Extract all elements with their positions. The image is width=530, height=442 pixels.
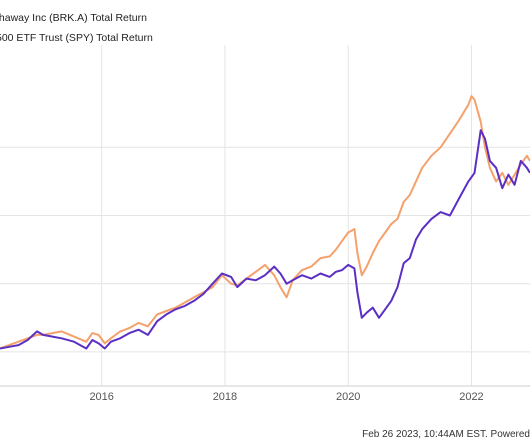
legend-label-brk: thaway Inc (BRK.A) Total Return (0, 12, 147, 24)
x-tick-label: 2018 (213, 391, 237, 403)
gridlines (0, 45, 530, 386)
legend-label-spy: 500 ETF Trust (SPY) Total Return (0, 32, 153, 44)
series-line-brk (0, 129, 530, 350)
x-tick-label: 2022 (459, 391, 483, 403)
legend: thaway Inc (BRK.A) Total Return 500 ETF … (0, 8, 153, 48)
series-lines (0, 95, 530, 350)
legend-item-spy: 500 ETF Trust (SPY) Total Return (0, 28, 153, 48)
x-tick-label: 2016 (89, 391, 113, 403)
footer-timestamp: Feb 26 2023, 10:44AM EST. Powered (362, 429, 530, 440)
x-axis: 2016 2018 2020 2022 (0, 385, 530, 403)
x-tick-label: 2020 (336, 391, 360, 403)
series-line-spy (0, 95, 530, 350)
legend-item-brk: thaway Inc (BRK.A) Total Return (0, 8, 153, 28)
